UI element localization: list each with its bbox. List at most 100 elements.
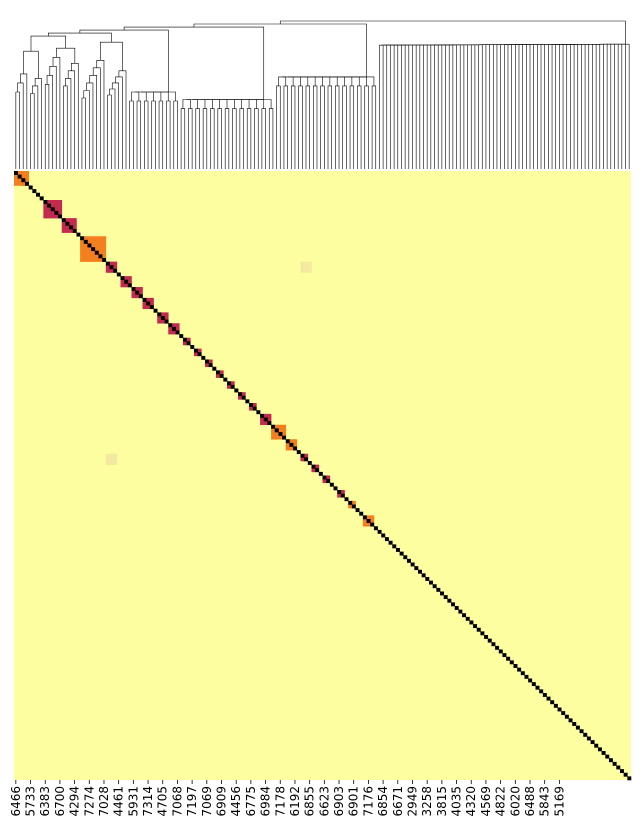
heatmap-cell <box>94 254 99 259</box>
heatmap-cell <box>102 243 107 248</box>
heatmap-cell <box>47 200 52 204</box>
x-tick-label: 6854 <box>376 786 390 817</box>
dendrogram-link <box>320 85 325 169</box>
diagonal-cell <box>227 381 231 386</box>
diagonal-cell <box>47 203 52 208</box>
heatmap-cell <box>289 439 294 444</box>
dendrogram-link <box>503 44 512 169</box>
heatmap-cell <box>87 236 92 241</box>
diagonal-cell <box>414 566 419 571</box>
heatmap-cell <box>109 461 114 465</box>
heatmap-cell <box>61 229 66 233</box>
dendrogram-link <box>364 85 369 169</box>
heatmap-cell <box>175 323 180 328</box>
diagonal-cell <box>32 189 37 194</box>
heatmap-cell <box>219 370 224 375</box>
diagonal-cell <box>384 537 389 542</box>
diagonal-cell <box>157 312 162 317</box>
x-tick-label: 6775 <box>244 786 258 817</box>
dendrogram-link <box>151 100 156 169</box>
heatmap-cell <box>80 250 85 255</box>
heatmap-cell <box>109 268 114 273</box>
dendrogram-link <box>210 108 215 169</box>
dendrogram-link <box>283 85 288 169</box>
diagonal-cell <box>484 635 489 639</box>
diagonal-cell <box>304 457 309 462</box>
diagonal-cell <box>72 229 77 233</box>
diagonal-cell <box>241 395 246 400</box>
dendrogram-link <box>195 108 200 169</box>
heatmap-cell <box>160 319 165 324</box>
diagonal-cell <box>80 236 85 241</box>
heatmap-cell <box>72 221 77 226</box>
heatmap-cell <box>69 229 74 233</box>
dendrogram-link <box>32 85 39 169</box>
heatmap-cell <box>263 413 268 418</box>
dendrogram-link <box>107 94 112 169</box>
dendrogram-link <box>20 73 28 169</box>
diagonal-cell <box>120 276 125 281</box>
heatmap-cell <box>142 301 147 306</box>
heatmap-cell <box>138 290 143 295</box>
diagonal-cell <box>127 283 132 288</box>
diagonal-cell <box>36 192 41 197</box>
heatmap-cell <box>58 200 63 204</box>
diagonal-cell <box>469 620 474 625</box>
x-tick-label: 4320 <box>464 786 478 817</box>
heatmap-cell <box>21 181 26 186</box>
heatmap-cell <box>102 250 107 255</box>
heatmap-cell <box>109 457 114 462</box>
diagonal-cell <box>91 247 96 252</box>
heatmap-cell <box>58 203 63 208</box>
dendrogram-link <box>173 100 178 169</box>
dendrogram-link <box>192 99 206 109</box>
heatmap-cell <box>105 461 110 465</box>
diagonal-cell <box>406 558 411 563</box>
dendrogram-link <box>224 108 230 169</box>
diagonal-cell <box>267 421 272 426</box>
diagonal-cell <box>69 225 74 230</box>
dendrogram-link <box>278 76 287 86</box>
x-tick-label: 5169 <box>552 786 566 817</box>
heatmap-cell <box>285 446 290 451</box>
diagonal-cell <box>113 268 118 273</box>
heatmap-cell <box>120 279 125 284</box>
diagonal-cell <box>28 185 33 190</box>
diagonal-cell <box>278 432 283 436</box>
heatmap-cell <box>138 287 143 291</box>
diagonal-cell <box>473 624 478 629</box>
diagonal-cell <box>212 366 217 371</box>
diagonal-cell <box>348 500 353 505</box>
diagonal-cell <box>83 239 88 244</box>
x-tick-label: 4461 <box>112 786 126 817</box>
diagonal-cell <box>215 370 220 375</box>
diagonal-cell <box>326 479 331 484</box>
diagonal-cell <box>392 544 397 549</box>
heatmap-cell <box>65 225 70 230</box>
heatmap-cell <box>50 210 55 215</box>
diagonal-cell <box>458 609 463 614</box>
heatmap-cell <box>98 247 103 252</box>
heatmap-cell <box>58 210 63 215</box>
heatmap-cell <box>160 312 165 317</box>
x-tick-label: 6984 <box>259 786 273 817</box>
heatmap-cell <box>14 174 18 179</box>
heatmap-cell <box>94 236 99 241</box>
diagonal-cell <box>318 471 323 476</box>
x-tick-label: 6903 <box>332 786 346 817</box>
diagonal-cell <box>43 200 48 204</box>
heatmap-cell <box>282 424 287 429</box>
heatmap-cell <box>300 457 305 462</box>
heatmap-cell <box>348 504 353 509</box>
heatmap-cell <box>197 348 202 353</box>
dendrogram-link <box>335 85 340 169</box>
heatmap-cell <box>271 432 276 436</box>
diagonal-cell <box>579 729 584 734</box>
heatmap-cell <box>351 500 356 505</box>
dendrogram-link <box>268 108 274 169</box>
dendrogram-link <box>161 91 176 101</box>
diagonal-cell <box>590 740 595 745</box>
heatmap-cell <box>94 239 99 244</box>
heatmap-cell <box>168 330 173 335</box>
diagonal-cell <box>274 428 279 433</box>
